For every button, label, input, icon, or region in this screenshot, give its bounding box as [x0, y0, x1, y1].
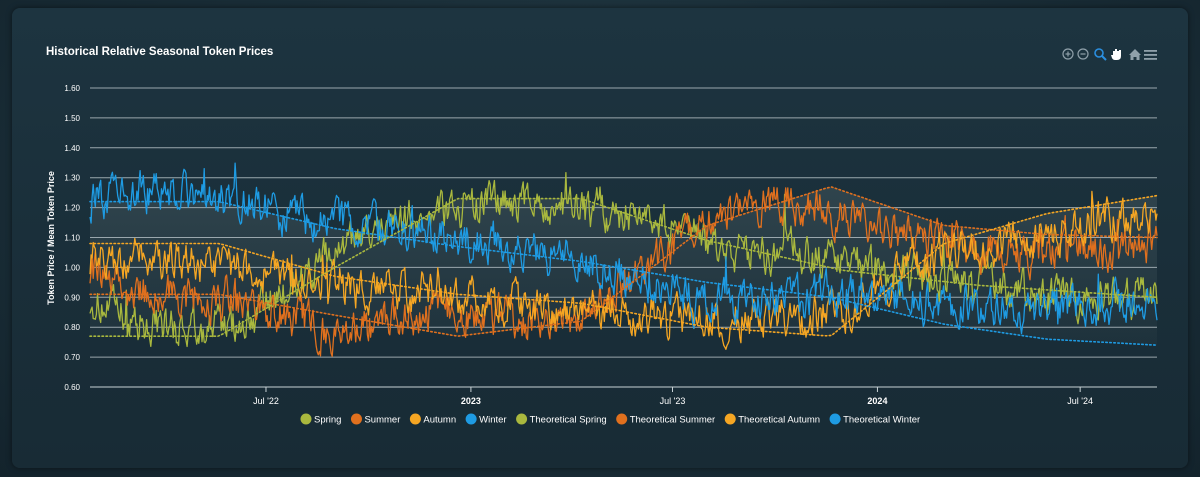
y-axis-ticks: 0.60 0.70 0.80 0.90 1.00 1.10 1.20 1.30 1.40 1.50… [64, 84, 80, 392]
y-tick-label: 0.60 [64, 383, 80, 392]
reset-home-icon[interactable] [1129, 49, 1141, 60]
y-tick-label: 1.50 [64, 114, 80, 123]
y-tick-label: 1.40 [64, 144, 80, 153]
theoretical-line-spring [89, 197, 1158, 338]
y-tick-label: 0.90 [64, 293, 80, 302]
legend-item[interactable]: Autumn [409, 413, 456, 426]
y-tick-label: 1.60 [64, 84, 80, 93]
x-axis-ticks: Jul '22 2023 Jul '23 2024 Jul '24 [253, 387, 1093, 406]
legend-label: Theoretical Spring [530, 415, 607, 426]
pan-icon[interactable] [1111, 49, 1121, 60]
legend: Spring Summer Autumn Winter Theoretical Spri… [300, 413, 921, 426]
menu-icon[interactable] [1144, 50, 1157, 60]
theoretical-line-summer [89, 186, 1158, 337]
y-axis-label: Token Price / Mean Token Price [46, 171, 56, 305]
legend-marker [465, 413, 477, 425]
x-tick-label: 2024 [867, 396, 887, 406]
legend-item[interactable]: Theoretical Autumn [724, 413, 820, 426]
legend-label: Summer [364, 415, 400, 426]
y-tick-label: 1.30 [64, 174, 80, 183]
theoretical-range-band [90, 187, 1157, 346]
y-tick-label: 1.00 [64, 263, 80, 272]
x-tick-label: Jul '24 [1067, 396, 1093, 406]
legend-label: Winter [479, 415, 506, 426]
grid-lines [90, 87, 1157, 388]
series-line-spring [89, 171, 1158, 348]
legend-marker [724, 413, 736, 425]
y-tick-label: 1.20 [64, 204, 80, 213]
legend-marker [829, 413, 841, 425]
theoretical-line-winter [89, 200, 1158, 346]
legend-marker [516, 413, 528, 425]
legend-marker [300, 413, 312, 425]
theoretical-line-autumn [89, 194, 1158, 337]
series-line-summer [89, 186, 1158, 357]
legend-marker [616, 413, 628, 425]
x-tick-label: 2023 [461, 396, 481, 406]
legend-label: Theoretical Winter [843, 415, 920, 426]
legend-marker [350, 413, 362, 425]
legend-item[interactable]: Summer [350, 413, 400, 426]
series-lines [89, 162, 1158, 357]
x-tick-label: Jul '23 [660, 396, 686, 406]
legend-item[interactable]: Spring [300, 413, 342, 426]
y-tick-label: 0.70 [64, 353, 80, 362]
series-line-winter [89, 162, 1158, 335]
legend-label: Theoretical Autumn [738, 415, 820, 426]
zoom-out-icon[interactable] [1077, 48, 1089, 60]
legend-marker [409, 413, 421, 425]
legend-item[interactable]: Winter [465, 413, 507, 426]
x-tick-label: Jul '22 [253, 396, 279, 406]
selection-zoom-icon[interactable] [1094, 48, 1107, 61]
chart-toolbar [1062, 48, 1157, 61]
legend-label: Theoretical Summer [630, 415, 716, 426]
series-line-autumn [89, 190, 1158, 350]
y-tick-label: 1.10 [64, 234, 80, 243]
legend-item[interactable]: Theoretical Winter [829, 413, 921, 426]
zoom-in-icon[interactable] [1062, 48, 1074, 60]
legend-item[interactable]: Theoretical Summer [616, 413, 716, 426]
y-tick-label: 0.80 [64, 323, 80, 332]
legend-label: Autumn [423, 415, 456, 426]
chart-title: Historical Relative Seasonal Token Price… [46, 46, 274, 58]
legend-item[interactable]: Theoretical Spring [516, 413, 607, 426]
legend-label: Spring [314, 415, 341, 426]
theoretical-bands [90, 187, 1157, 346]
